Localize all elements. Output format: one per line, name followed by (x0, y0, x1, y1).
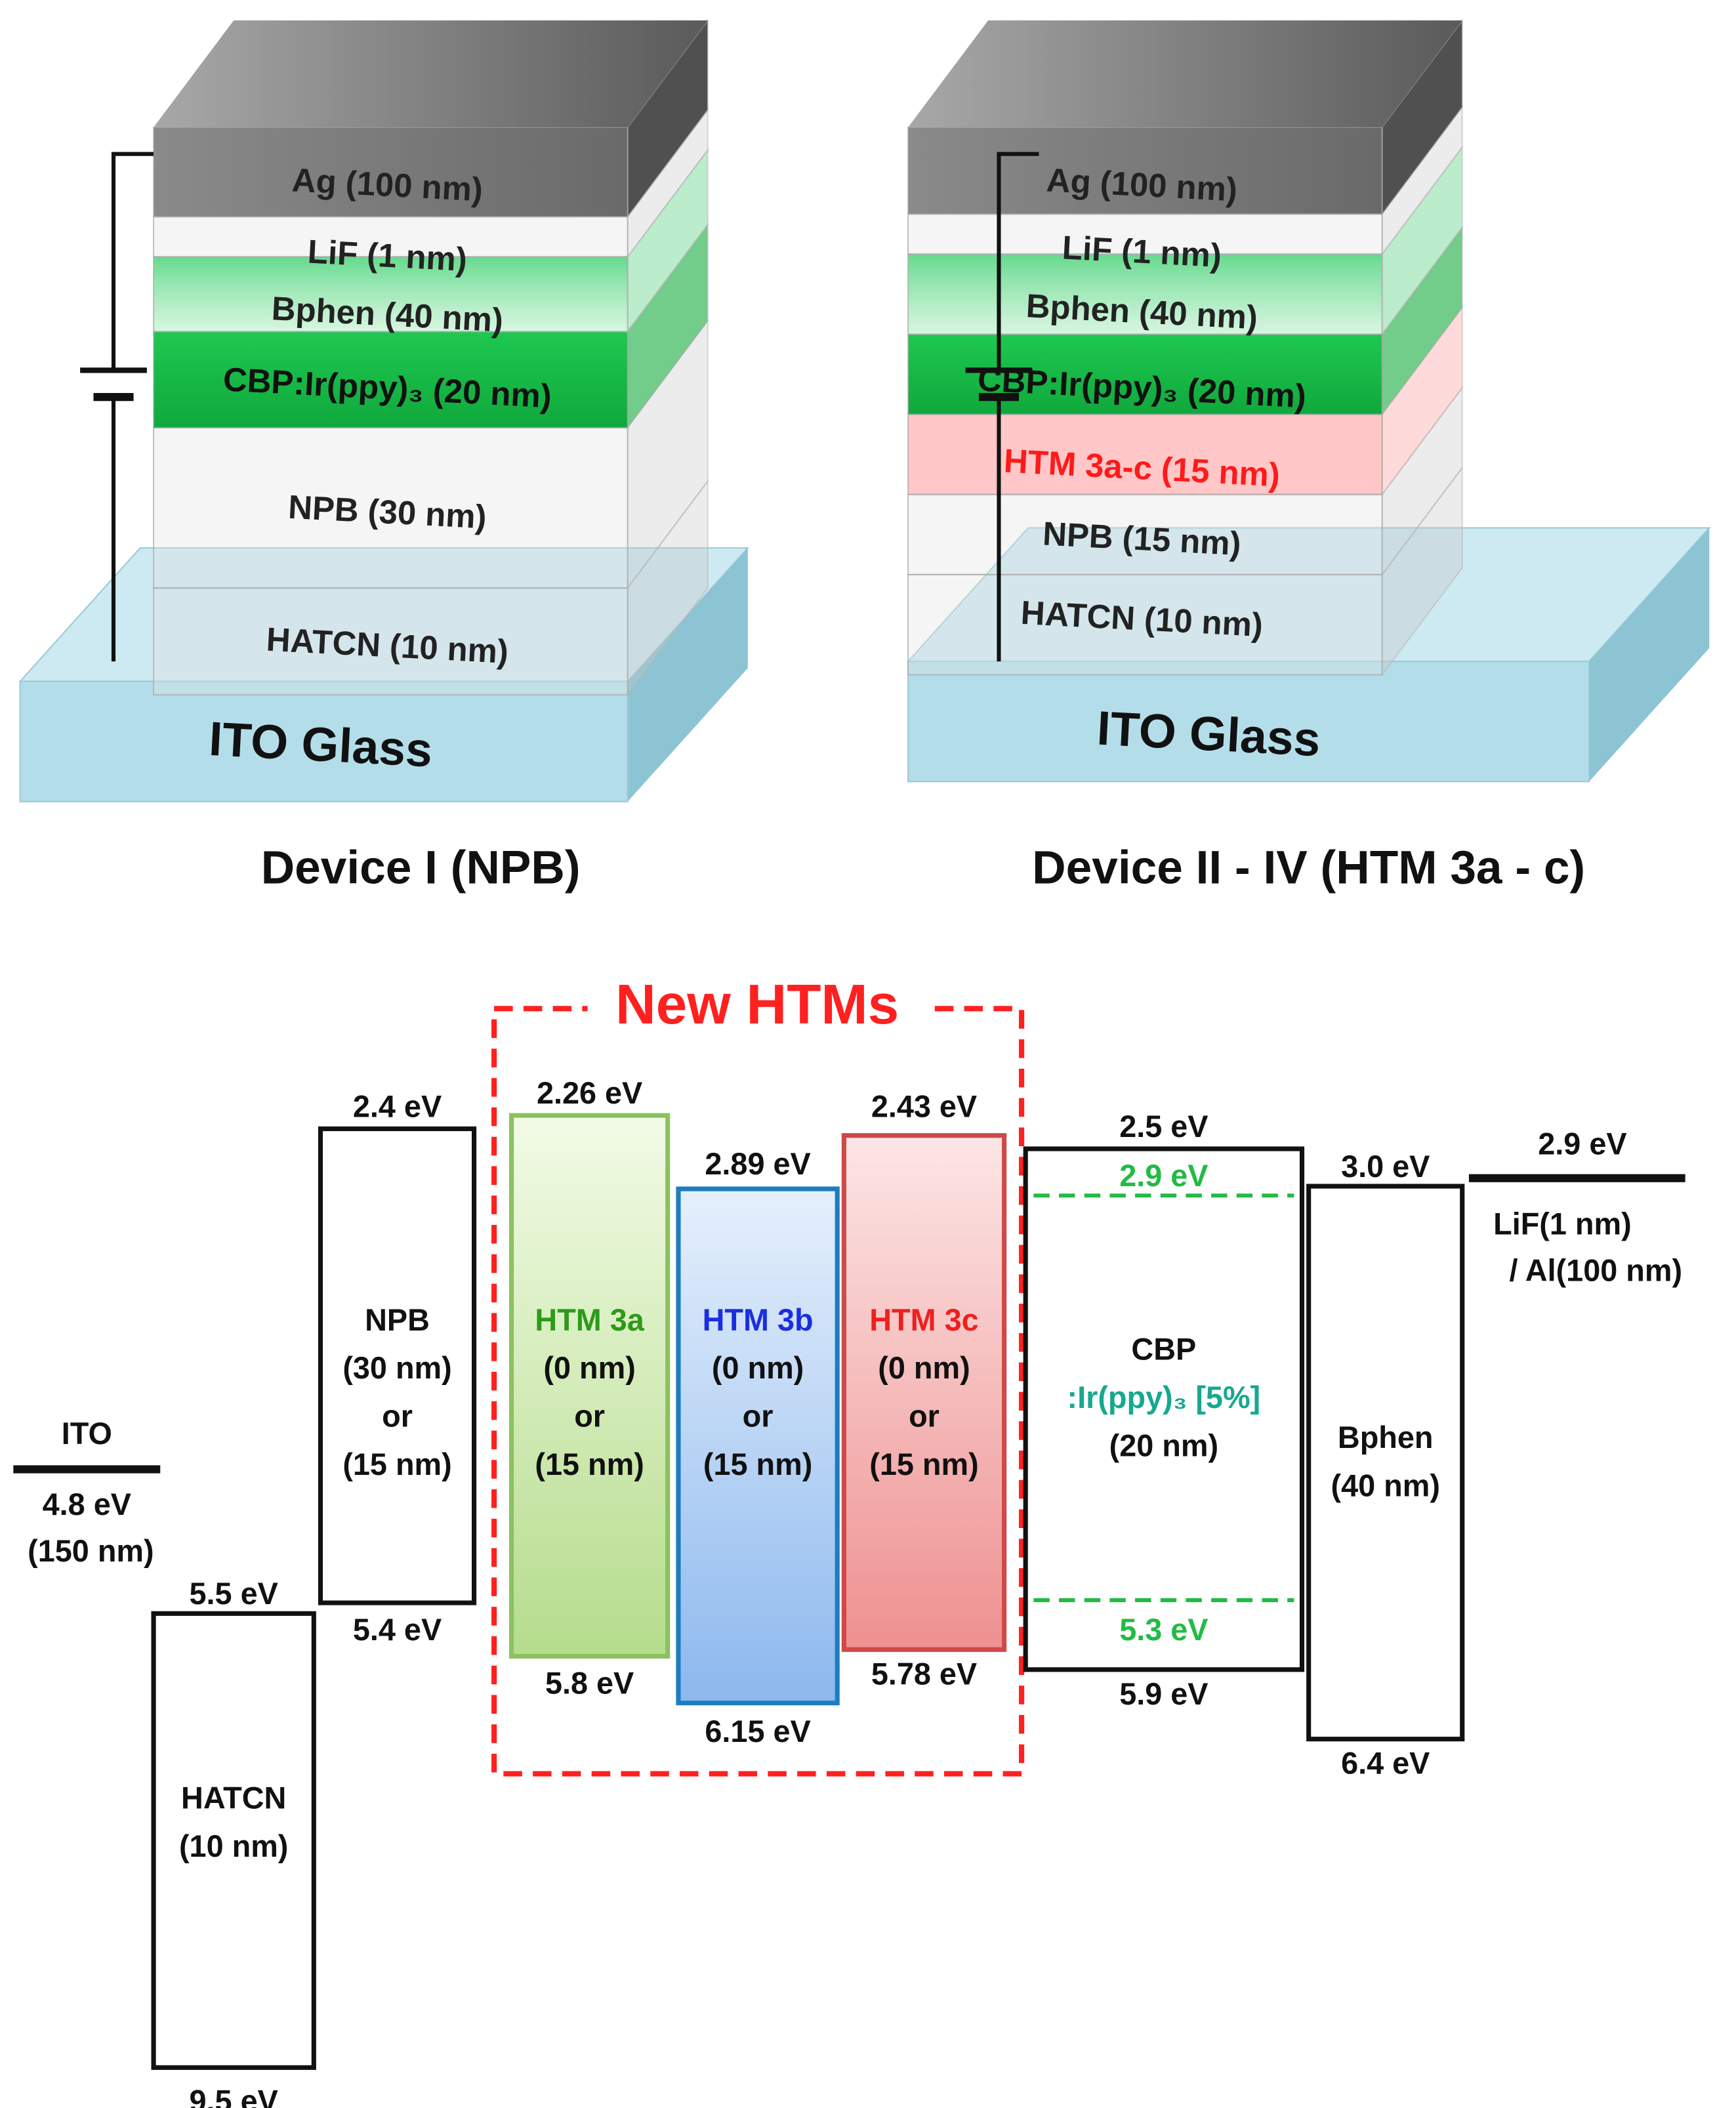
layer-front (907, 213, 1383, 255)
anode-thickness: (150 nm) (28, 1534, 154, 1568)
device-stack: Ag (100 nm)LiF (1 nm)Bphen (40 nm)CBP:Ir… (18, 18, 750, 894)
layer-front (153, 426, 629, 589)
layer-line: HTM 3c (869, 1303, 978, 1337)
layer-line: (0 nm) (712, 1351, 804, 1385)
glass-front (19, 680, 629, 802)
layer-front (153, 331, 629, 428)
group-label-bg (587, 975, 928, 1043)
homo-label: 5.78 eV (871, 1657, 977, 1691)
layer-line: (0 nm) (543, 1351, 635, 1385)
layer-front (153, 216, 629, 258)
layer-label: LiF (1 nm) (1062, 228, 1223, 274)
layer-line: (15 nm) (535, 1447, 644, 1481)
layer-top (154, 20, 708, 127)
layer-line: (15 nm) (342, 1447, 451, 1481)
layer-line: (15 nm) (703, 1447, 812, 1481)
cathode-line: LiF(1 nm) (1493, 1207, 1632, 1241)
homo-label: 6.15 eV (705, 1714, 810, 1748)
layer-line: CBP (1131, 1333, 1196, 1367)
anode-name: ITO (62, 1416, 112, 1451)
device-stack: Ag (100 nm)LiF (1 nm)Bphen (40 nm)CBP:Ir… (906, 18, 1711, 894)
energy-box (676, 1186, 840, 1706)
layer-front (153, 126, 629, 218)
layer-line: HTM 3a (535, 1303, 644, 1337)
layer-line: NPB (365, 1303, 430, 1337)
device-stacks: Ag (100 nm)LiF (1 nm)Bphen (40 nm)CBP:Ir… (18, 18, 1711, 894)
glass-side (1589, 527, 1710, 782)
layer-line: (15 nm) (869, 1447, 978, 1481)
homo-label: 6.4 eV (1341, 1746, 1430, 1781)
glass-side (627, 548, 748, 802)
layer-top (908, 20, 1462, 127)
substrate-label: ITO Glass (208, 712, 434, 777)
layer-front (153, 256, 629, 333)
group-label: New HTMs (615, 974, 899, 1036)
layer-line: or (382, 1399, 413, 1434)
layer-line: or (909, 1399, 940, 1434)
device-caption: Device I (NPB) (261, 842, 581, 894)
layer-line: (0 nm) (878, 1351, 970, 1385)
lumo-label: 2.43 eV (871, 1089, 977, 1123)
lumo-label: 2.4 eV (353, 1089, 442, 1123)
device-caption: Device II - IV (HTM 3a - c) (1032, 842, 1585, 894)
dopant-lumo-label: 2.9 eV (1119, 1159, 1208, 1193)
dopant-homo-label: 5.3 eV (1119, 1613, 1208, 1647)
layer-front (907, 126, 1383, 215)
layer-line: (40 nm) (1331, 1468, 1440, 1502)
circuit-wire (997, 152, 1039, 662)
energy-box (841, 1133, 1007, 1652)
homo-label: 5.8 eV (545, 1666, 634, 1701)
lumo-label: 3.0 eV (1341, 1149, 1430, 1184)
energy-box (1023, 1146, 1305, 1672)
layer-line: HATCN (181, 1781, 286, 1815)
energy-diagram: New HTMs ITO 4.8 eV (150 nm) 5.5 eV 9.5 eV HAT… (13, 974, 1685, 2108)
layer-line: (20 nm) (1109, 1428, 1218, 1462)
anode-level-label: 4.8 eV (43, 1487, 131, 1521)
layer-line: (30 nm) (342, 1351, 451, 1385)
lumo-label: 5.5 eV (190, 1577, 278, 1611)
lumo-label: 2.89 eV (705, 1147, 810, 1181)
energy-box (318, 1126, 477, 1605)
energy-box (1306, 1184, 1465, 1742)
layer-line: Bphen (1338, 1420, 1434, 1455)
layer-line: or (574, 1399, 605, 1434)
lumo-label: 2.5 eV (1119, 1109, 1208, 1144)
cathode-level-label: 2.9 eV (1538, 1126, 1626, 1161)
lumo-label: 2.26 eV (537, 1076, 642, 1110)
homo-label: 9.5 eV (190, 2084, 278, 2108)
homo-label: 5.4 eV (353, 1613, 442, 1647)
layer-line: (10 nm) (179, 1829, 288, 1863)
energy-box (508, 1113, 671, 1659)
layer-label: LiF (1 nm) (307, 233, 468, 279)
layer-front (907, 413, 1383, 495)
layer-line: or (743, 1399, 774, 1434)
layer-front (907, 493, 1383, 575)
substrate-label: ITO Glass (1096, 701, 1322, 767)
cathode-line: / Al(100 nm) (1510, 1254, 1683, 1288)
homo-label: 5.9 eV (1119, 1677, 1208, 1711)
layer-line: HTM 3b (703, 1303, 814, 1337)
energy-box (151, 1611, 316, 2070)
layer-front (907, 253, 1383, 335)
layer-line: :Ir(ppy)₃ [5%] (1067, 1380, 1261, 1415)
layer-front (907, 573, 1383, 676)
circuit-wire (111, 152, 154, 662)
glass-front (907, 661, 1590, 783)
